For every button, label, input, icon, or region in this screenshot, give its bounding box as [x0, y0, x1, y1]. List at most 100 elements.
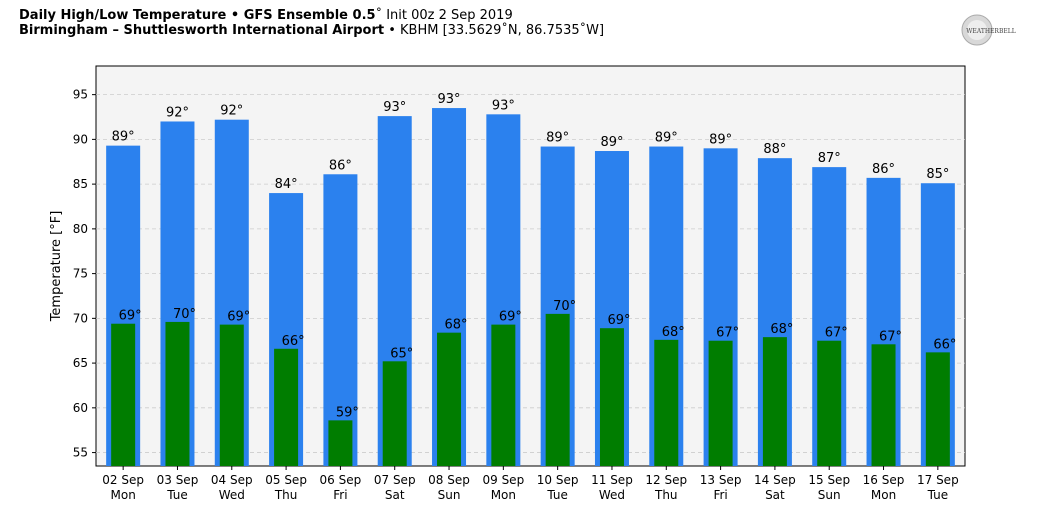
x-tick-date: 12 Sep [645, 473, 687, 487]
high-value-label: 89° [112, 130, 135, 145]
low-bar [491, 324, 516, 466]
logo-text: WEATHERBELL [966, 28, 1015, 35]
high-value-label: 92° [166, 105, 189, 120]
title-line-2: Birmingham – Shuttlesworth International… [19, 23, 604, 38]
low-value-label: 66° [282, 334, 305, 349]
x-tick-date: 06 Sep [320, 473, 362, 487]
y-tick-label: 85 [73, 177, 88, 191]
low-bar [925, 352, 950, 466]
high-value-label: 89° [546, 131, 569, 146]
low-value-label: 67° [879, 329, 902, 344]
high-value-label: 89° [655, 131, 678, 146]
x-tick-day: Sun [438, 488, 461, 502]
y-tick-label: 75 [73, 267, 88, 281]
y-axis-label: Temperature [°F] [49, 211, 64, 323]
title-model: Daily High/Low Temperature • GFS Ensembl… [19, 8, 376, 23]
low-bar [111, 323, 136, 466]
x-tick-date: 08 Sep [428, 473, 470, 487]
x-tick-date: 04 Sep [211, 473, 253, 487]
low-bar [274, 348, 299, 466]
low-bar [817, 340, 842, 466]
x-tick-day: Wed [219, 488, 245, 502]
x-tick-day: Sun [818, 488, 841, 502]
y-tick-label: 90 [73, 132, 88, 146]
high-value-label: 93° [492, 98, 515, 113]
x-tick-day: Thu [654, 488, 678, 502]
low-bar [382, 361, 407, 466]
high-value-label: 93° [383, 100, 406, 115]
x-tick-day: Mon [491, 488, 516, 502]
low-value-label: 70° [173, 307, 196, 322]
low-value-label: 70° [553, 299, 576, 314]
y-tick-label: 60 [73, 401, 88, 415]
low-value-label: 69° [607, 313, 630, 328]
y-tick-label: 65 [73, 356, 88, 370]
low-bar [545, 313, 570, 466]
x-tick-date: 15 Sep [808, 473, 850, 487]
high-value-label: 87° [818, 151, 841, 166]
low-bar [762, 337, 787, 466]
x-tick-day: Fri [713, 488, 727, 502]
high-value-label: 85° [926, 167, 949, 182]
x-tick-date: 07 Sep [374, 473, 416, 487]
low-bar [437, 332, 462, 466]
low-bars: 69° 70° 69° 66° 59° 65° 68° 69° 70° 69° 68° 67° 68° 6… [111, 299, 956, 466]
y-tick-label: 70 [73, 311, 88, 325]
low-value-label: 68° [445, 318, 468, 333]
high-value-label: 86° [329, 158, 352, 173]
low-value-label: 67° [825, 326, 848, 341]
high-value-label: 84° [275, 177, 298, 192]
y-axis: 55 60 65 70 75 80 85 90 95 [73, 88, 96, 460]
x-tick-date: 05 Sep [265, 473, 307, 487]
x-tick-date: 16 Sep [863, 473, 905, 487]
x-tick-date: 17 Sep [917, 473, 959, 487]
high-value-label: 92° [220, 104, 243, 119]
high-value-label: 93° [438, 92, 461, 107]
x-tick-day: Wed [599, 488, 625, 502]
x-tick-date: 09 Sep [482, 473, 524, 487]
x-tick-date: 02 Sep [102, 473, 144, 487]
x-tick-date: 11 Sep [591, 473, 633, 487]
x-tick-date: 10 Sep [537, 473, 579, 487]
low-value-label: 69° [499, 310, 522, 325]
high-value-label: 89° [709, 132, 732, 147]
low-bar [219, 324, 244, 466]
high-value-label: 88° [763, 142, 786, 157]
x-tick-day: Fri [333, 488, 347, 502]
x-tick-date: 03 Sep [157, 473, 199, 487]
title-init: ˚ Init 00z 2 Sep 2019 [375, 8, 513, 23]
high-value-label: 89° [600, 135, 623, 150]
title-line-1: Daily High/Low Temperature • GFS Ensembl… [19, 8, 604, 23]
y-tick-label: 55 [73, 446, 88, 460]
chart-title: Daily High/Low Temperature • GFS Ensembl… [19, 8, 604, 38]
weatherbell-logo-icon: WEATHERBELL [961, 14, 1016, 46]
low-bar [165, 321, 190, 466]
y-tick-label: 80 [73, 222, 88, 236]
x-tick-date: 14 Sep [754, 473, 796, 487]
high-value-label: 86° [872, 162, 895, 177]
x-tick-day: Sat [385, 488, 405, 502]
low-bar [871, 344, 896, 466]
low-value-label: 69° [227, 310, 250, 325]
x-tick-day: Tue [927, 488, 949, 502]
low-bar [654, 339, 679, 466]
x-tick-day: Tue [166, 488, 188, 502]
y-tick-label: 95 [73, 88, 88, 102]
low-value-label: 69° [119, 309, 142, 324]
low-bar [599, 328, 624, 466]
x-tick-date: 13 Sep [700, 473, 742, 487]
low-value-label: 59° [336, 405, 359, 420]
x-tick-day: Mon [871, 488, 896, 502]
low-value-label: 68° [662, 325, 685, 340]
title-station: Birmingham – Shuttlesworth International… [19, 23, 385, 38]
low-bar [708, 340, 733, 466]
low-value-label: 67° [716, 326, 739, 341]
low-value-label: 65° [390, 346, 413, 361]
low-bar [328, 420, 353, 466]
x-tick-day: Thu [274, 488, 298, 502]
title-coords: • KBHM [33.5629˚N, 86.7535˚W] [384, 23, 605, 38]
x-tick-day: Sat [765, 488, 785, 502]
low-value-label: 66° [933, 337, 956, 352]
